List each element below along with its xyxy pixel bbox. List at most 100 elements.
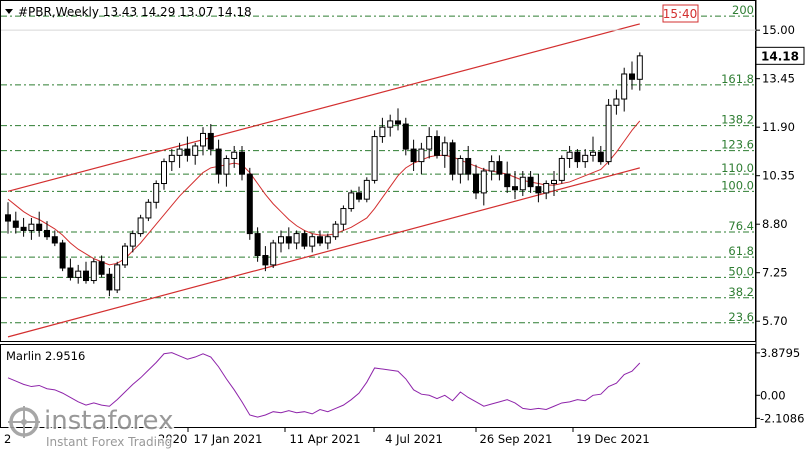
- time-tick-label: 11 Apr 2021: [289, 432, 360, 446]
- candle-body: [90, 261, 97, 282]
- candle: [207, 124, 214, 156]
- candle-body: [356, 192, 362, 200]
- marlin-line: [7, 352, 641, 418]
- candle-body: [527, 176, 534, 188]
- candle-body: [488, 161, 495, 172]
- candle-body: [137, 217, 144, 235]
- candle: [153, 180, 160, 209]
- time-tick-label: 19 Dec 2021: [576, 432, 649, 446]
- chart-menu-triangle-icon[interactable]: [5, 9, 13, 14]
- candle: [504, 161, 511, 193]
- candle-body: [636, 55, 643, 80]
- candle: [129, 230, 136, 253]
- candle-body: [168, 154, 175, 163]
- fib-level-label: 110.0: [721, 161, 754, 175]
- candle: [192, 142, 199, 165]
- candle-body: [12, 220, 19, 228]
- candle-body: [379, 126, 386, 138]
- candle: [122, 242, 128, 269]
- candle-body: [200, 132, 206, 147]
- candle-body: [496, 161, 503, 175]
- time-label-box: [662, 4, 699, 23]
- candle: [106, 268, 113, 297]
- candle-body: [457, 157, 464, 175]
- candle: [496, 155, 503, 181]
- candle: [348, 189, 355, 212]
- candle: [12, 211, 19, 234]
- candle-body: [145, 201, 152, 219]
- ma-line: [7, 120, 641, 266]
- time-tick-label-partial: 2: [4, 432, 11, 446]
- candle-body: [434, 136, 440, 156]
- candle: [488, 155, 495, 181]
- candle: [457, 155, 464, 184]
- time-tick-label-partial: 2020: [158, 432, 187, 446]
- candle: [566, 145, 573, 168]
- fib-level-label: 200: [732, 3, 754, 17]
- fib-level-label: 50.0: [728, 264, 754, 278]
- candle-body: [231, 151, 238, 159]
- candle-body: [67, 267, 74, 278]
- candle-body: [75, 270, 82, 278]
- candle: [434, 130, 440, 159]
- candle: [613, 89, 620, 115]
- price-tick-label: 10.35: [762, 169, 795, 183]
- candle-body: [582, 154, 589, 163]
- candle-body: [317, 236, 323, 244]
- candle: [551, 171, 557, 197]
- price-channel: [7, 23, 640, 338]
- candle-body: [161, 161, 167, 185]
- candle-body: [192, 145, 199, 156]
- candle: [527, 171, 534, 193]
- candle: [441, 136, 448, 168]
- candle: [137, 214, 144, 237]
- candle-body: [363, 179, 370, 200]
- candle-body: [293, 233, 300, 244]
- current-price: 14.18: [761, 49, 799, 63]
- candle: [223, 155, 230, 187]
- candle: [636, 52, 643, 91]
- candle-body: [301, 233, 308, 247]
- candle-body: [480, 170, 487, 194]
- candle: [465, 145, 472, 181]
- candle: [629, 61, 635, 90]
- candle: [176, 142, 183, 168]
- marlin-label: Marlin 2.9516: [6, 349, 85, 363]
- candle: [395, 108, 401, 131]
- fib-levels: 200 161.8 138.2 123.6 110.0 100.0 76.4 61.8 50.0…: [1, 3, 756, 324]
- candle: [20, 217, 27, 237]
- main-pane-frame: [0, 0, 756, 342]
- candle-body: [270, 242, 277, 266]
- candle-body: [59, 242, 66, 269]
- candle: [51, 230, 58, 247]
- candle: [161, 158, 167, 190]
- candle-body: [114, 264, 121, 291]
- candle-body: [504, 173, 511, 188]
- candle: [582, 149, 589, 168]
- fib-level-label: 61.8: [728, 244, 754, 258]
- candle-body: [613, 98, 620, 106]
- watermark-brand: instaforex: [44, 406, 173, 436]
- candle: [426, 127, 433, 159]
- candle: [67, 258, 74, 281]
- candle: [231, 145, 238, 168]
- candle-body: [262, 255, 269, 266]
- candle: [418, 142, 425, 175]
- candle: [324, 233, 331, 250]
- candle-body: [223, 157, 230, 175]
- instaforex-logo-icon: [7, 405, 41, 439]
- candle-body: [371, 136, 378, 181]
- candle: [449, 139, 456, 181]
- candle: [114, 261, 121, 294]
- chart-title: #PBR,Weekly 13.43 14.29 13.07 14.18: [18, 5, 252, 19]
- candle: [83, 261, 89, 284]
- candle-body: [5, 214, 11, 222]
- candle-body: [441, 142, 448, 156]
- candle-body: [558, 157, 565, 181]
- candle: [371, 130, 378, 184]
- candle: [597, 145, 604, 165]
- candle-body: [184, 148, 191, 156]
- price-tick-label: 5.70: [762, 314, 788, 328]
- candle: [387, 114, 394, 137]
